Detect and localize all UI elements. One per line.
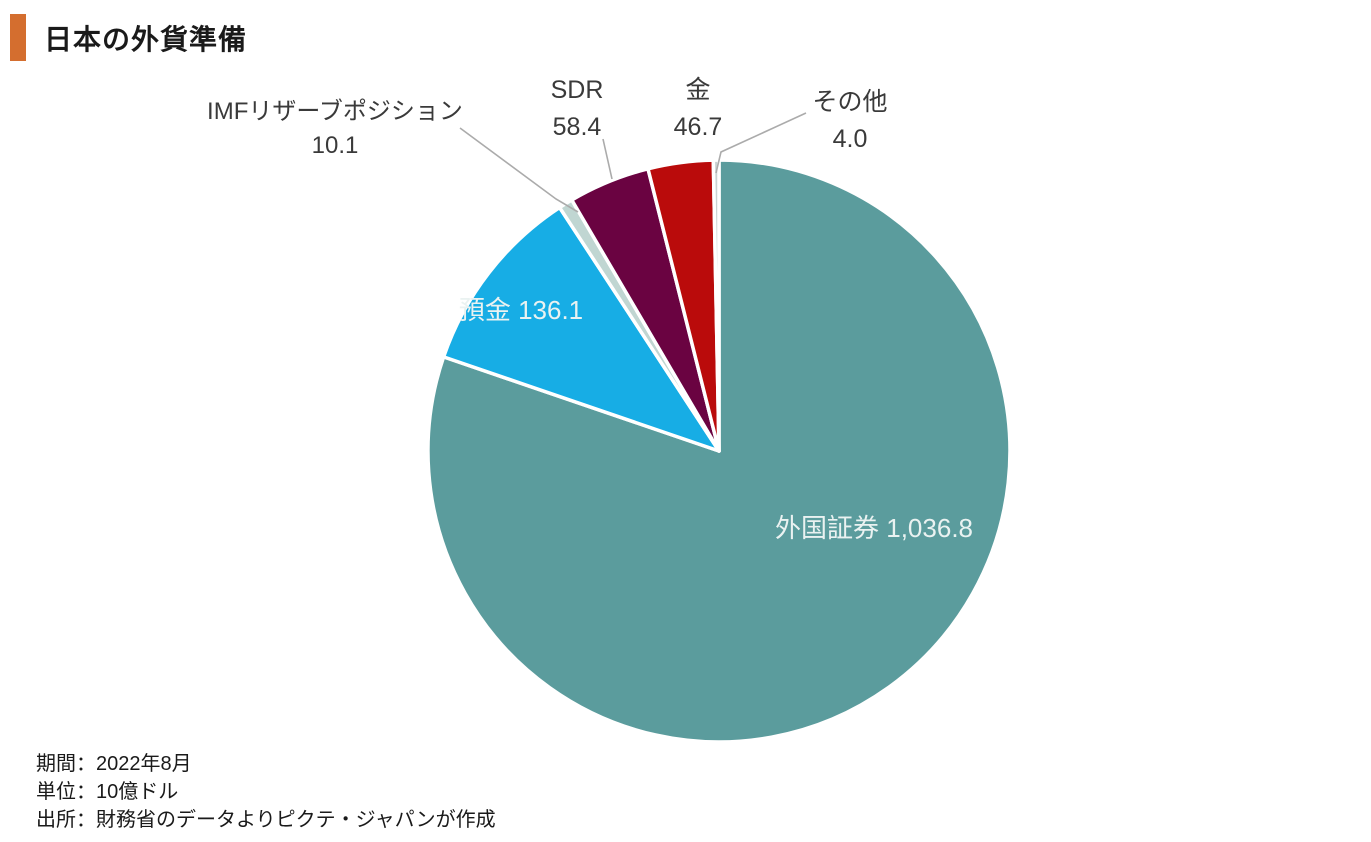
callout-other-value: 4.0 — [832, 125, 868, 153]
callout-imf-name: IMFリザーブポジション — [207, 98, 463, 125]
chart-title: 日本の外貨準備 — [44, 23, 248, 55]
callout-gold-name: 金 — [685, 76, 711, 104]
callout-label-sdr: SDR 58.4 — [497, 72, 657, 146]
callout-imf-value: 10.1 — [311, 132, 359, 159]
foreign-securities-name: 外国証券 — [775, 513, 880, 543]
slice-label-foreign-securities: 外国証券 1,036.8 — [774, 510, 974, 547]
deposits-value: 136.1 — [518, 295, 584, 325]
callout-other-name: その他 — [812, 88, 888, 116]
callout-gold-value: 46.7 — [673, 113, 723, 141]
callout-label-gold: 金 46.7 — [618, 72, 778, 146]
footnote-period: 期間：2022年8月 — [36, 753, 192, 775]
chart-footnotes: 期間：2022年8月 単位：10億ドル 出所：財務省のデータよりピクテ・ジャパン… — [36, 750, 496, 834]
pie-slices — [426, 158, 1012, 744]
footnote-source: 出所：財務省のデータよりピクテ・ジャパンが作成 — [36, 809, 496, 831]
foreign-securities-value: 1,036.8 — [886, 513, 973, 543]
footnote-unit: 単位：10億ドル — [36, 781, 179, 803]
callout-label-other: その他 4.0 — [770, 84, 930, 158]
leader-line-sdr — [602, 138, 613, 180]
pie-slice-deposits — [441, 205, 721, 453]
callout-label-imf: IMFリザーブポジション 10.1 — [185, 95, 485, 163]
callout-sdr-name: SDR — [550, 76, 604, 104]
chart-title-block: 日本の外貨準備 — [10, 14, 247, 61]
callout-sdr-value: 58.4 — [552, 113, 602, 141]
title-accent-bar — [10, 14, 26, 61]
leader-lines — [459, 112, 807, 213]
slice-label-deposits: 預金 136.1 — [421, 292, 621, 329]
leader-line-other — [715, 112, 807, 174]
deposits-name: 預金 — [458, 295, 511, 325]
leader-line-imf — [459, 127, 579, 213]
